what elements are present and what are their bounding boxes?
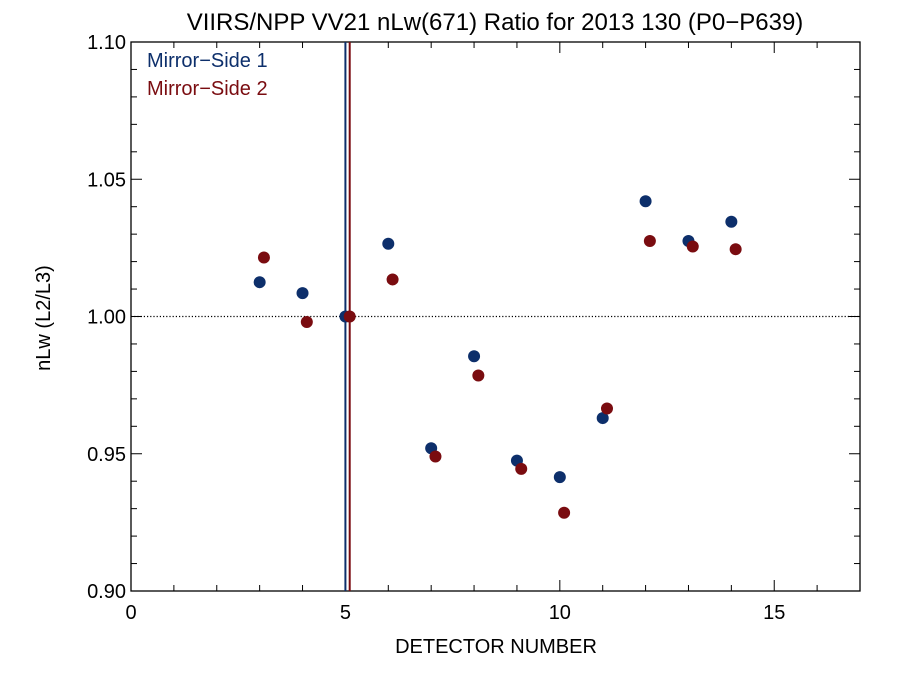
- data-point-series-2: [257, 251, 270, 264]
- y-tick-label: 1.10: [87, 32, 126, 54]
- data-point-series-2: [686, 240, 699, 253]
- y-tick-label: 1.05: [87, 169, 126, 191]
- data-point-series-1: [296, 287, 309, 300]
- data-point-series-2: [558, 506, 571, 519]
- x-tick-label: 5: [340, 602, 351, 624]
- data-point-series-2: [386, 273, 399, 286]
- data-point-series-1: [596, 412, 609, 425]
- x-tick-label: 15: [763, 602, 785, 624]
- chart-title: VIIRS/NPP VV21 nLw(671) Ratio for 2013 1…: [187, 9, 804, 36]
- data-point-series-1: [639, 195, 652, 208]
- data-point-series-2: [300, 315, 313, 328]
- data-point-series-2: [515, 462, 528, 475]
- data-point-series-1: [253, 276, 266, 289]
- data-point-series-1: [468, 350, 481, 363]
- data-point-series-1: [382, 237, 395, 250]
- data-point-series-2: [472, 369, 485, 382]
- data-point-series-2: [729, 243, 742, 256]
- data-point-series-2: [600, 402, 613, 415]
- y-tick-label: 0.95: [87, 444, 126, 466]
- legend: Mirror−Side 1 Mirror−Side 2: [147, 50, 268, 100]
- data-point-series-2: [643, 235, 656, 248]
- y-tick-label: 1.00: [87, 307, 126, 329]
- data-point-series-1: [725, 215, 738, 228]
- data-point-series-2: [429, 450, 442, 463]
- x-axis-label: DETECTOR NUMBER: [395, 636, 597, 658]
- plot-area: 0 5 10 15 0.90 0.95 1.00 1.05 1.10: [87, 32, 861, 624]
- legend-entry-1: Mirror−Side 1: [147, 50, 268, 72]
- y-tick-label: 0.90: [87, 581, 126, 603]
- x-tick-label: 10: [549, 602, 571, 624]
- legend-entry-2: Mirror−Side 2: [147, 78, 268, 100]
- data-point-series-2: [343, 310, 356, 323]
- x-tick-label: 0: [125, 602, 136, 624]
- y-axis-label: nLw (L2/L3): [33, 265, 55, 371]
- data-point-series-1: [553, 471, 566, 484]
